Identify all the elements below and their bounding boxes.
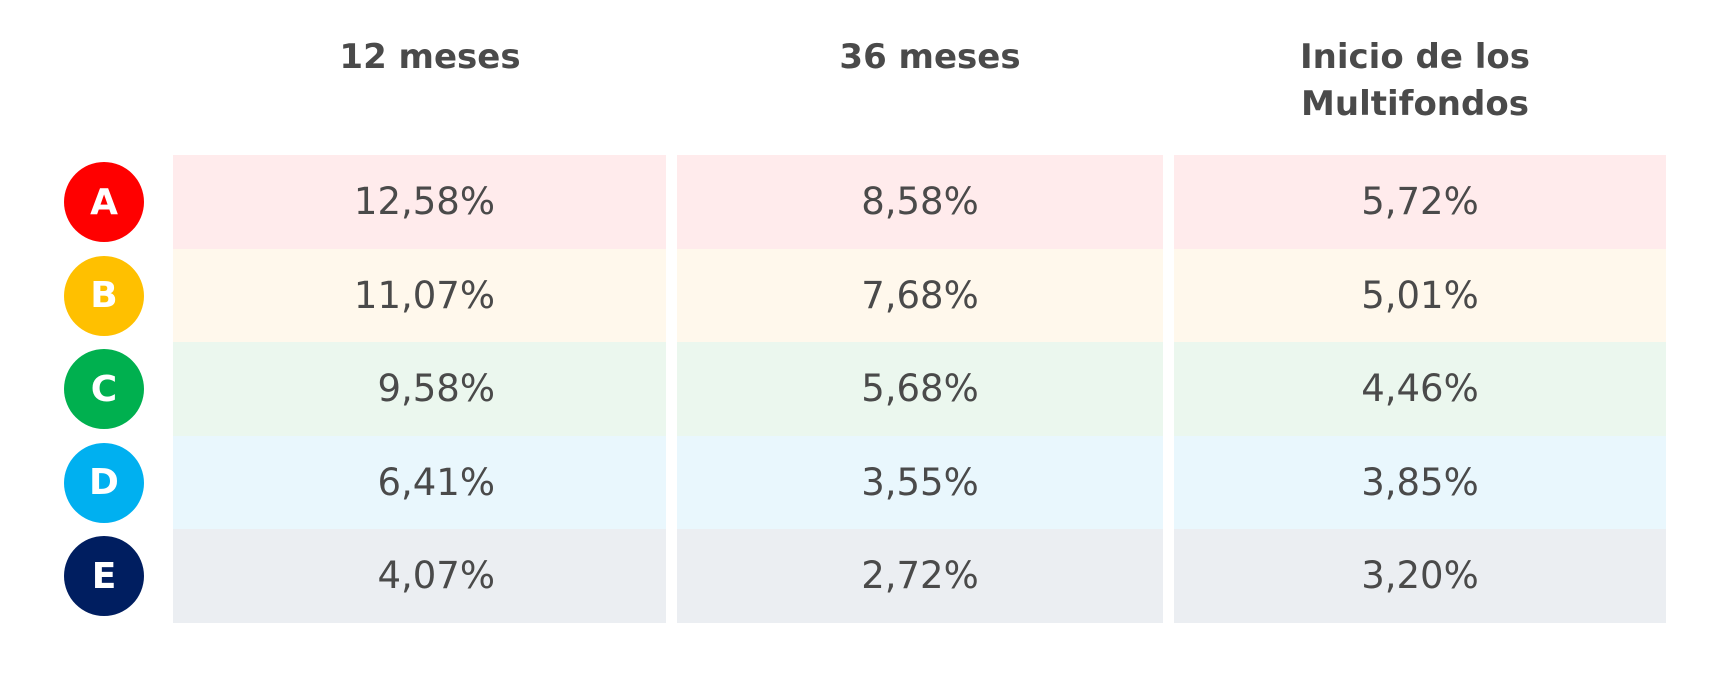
value-cell: 9,58%: [173, 342, 666, 436]
value-cell: 3,20%: [1174, 529, 1666, 623]
fund-badge: D: [64, 442, 144, 523]
fund-badge: B: [64, 255, 144, 336]
column-header: 12 meses: [339, 37, 521, 77]
value-cell: 4,07%: [173, 529, 666, 623]
fund-badge: C: [64, 349, 144, 429]
value-cell: 3,55%: [677, 435, 1163, 529]
value-cell: 2,72%: [677, 529, 1163, 623]
value-cell: 5,01%: [1174, 248, 1666, 342]
fund-badge: A: [64, 162, 144, 242]
value-cell: 7,68%: [677, 248, 1163, 342]
value-cell: 8,58%: [677, 155, 1163, 249]
value-cell: 5,68%: [677, 342, 1163, 436]
column-header: 36 meses: [839, 37, 1021, 77]
value-cell: 12,58%: [173, 155, 666, 249]
column-header: Inicio de los Multifondos: [1300, 37, 1530, 124]
value-cell: 4,46%: [1174, 342, 1666, 436]
value-cell: 3,85%: [1174, 435, 1666, 529]
value-cell: 11,07%: [173, 248, 666, 342]
fund-badge: E: [64, 536, 144, 616]
value-cell: 5,72%: [1174, 155, 1666, 249]
value-cell: 6,41%: [173, 435, 666, 529]
